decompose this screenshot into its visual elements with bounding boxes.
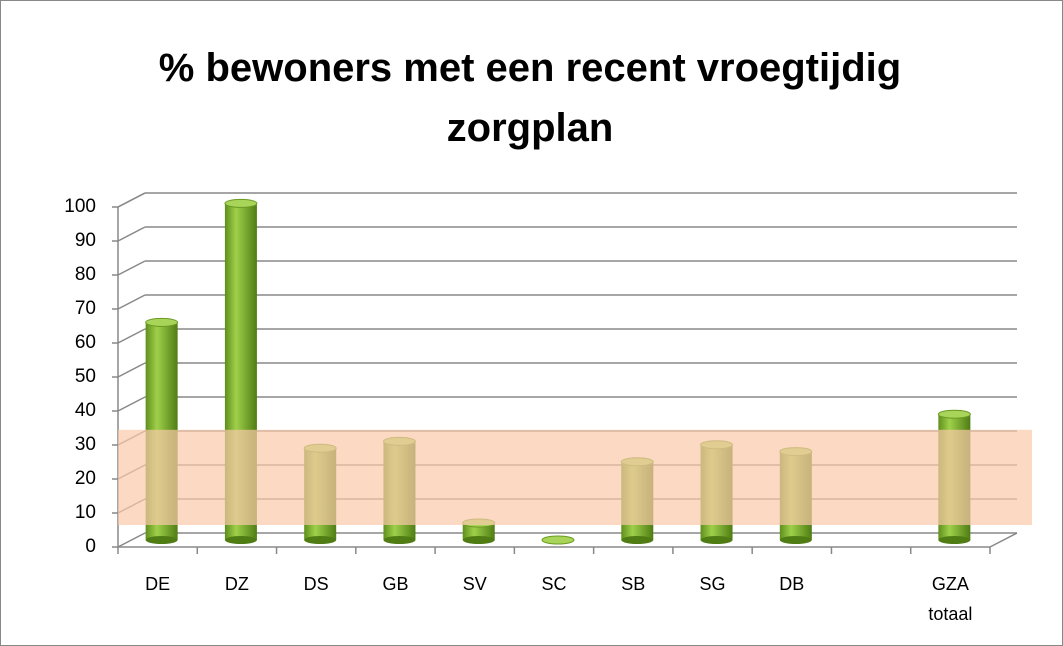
y-tick-label: 70	[75, 298, 96, 319]
y-tick-label: 50	[75, 366, 96, 387]
bar-base	[304, 536, 337, 544]
x-tick-label: GZA totaal	[928, 574, 973, 624]
y-tick-label: 0	[85, 536, 96, 557]
bar-base	[779, 536, 812, 544]
bar-top	[145, 317, 179, 327]
bar-base	[462, 536, 495, 544]
y-tick-label: 30	[75, 434, 96, 455]
highlight-band	[118, 429, 1032, 525]
bar-base	[383, 536, 416, 544]
bar-base	[224, 536, 257, 544]
x-tick-label: SC	[541, 574, 567, 594]
grid-line-depth	[117, 192, 146, 208]
x-tick-label: SB	[621, 574, 646, 594]
x-tick-label: SG	[699, 574, 726, 594]
x-axis-depth	[989, 532, 1018, 548]
y-tick-label: 100	[64, 196, 96, 217]
x-tick-label: DB	[779, 574, 805, 594]
bar	[462, 523, 495, 540]
grid-line-depth	[117, 328, 146, 344]
y-tick-label: 80	[75, 264, 96, 285]
bar-base	[700, 536, 733, 544]
bar-top	[937, 409, 971, 419]
y-tick-label: 10	[75, 502, 96, 523]
grid-line-depth	[117, 226, 146, 242]
y-tick-label: 20	[75, 468, 96, 489]
grid-line-depth	[117, 396, 146, 412]
grid-line-depth	[117, 294, 146, 310]
y-tick-label: 90	[75, 230, 96, 251]
y-tick-label: 40	[75, 400, 96, 421]
bar-base	[938, 536, 971, 544]
x-tick-label: DE	[145, 574, 171, 594]
x-tick-label: DS	[303, 574, 329, 594]
x-tick-label: SV	[462, 574, 487, 594]
chart-title: % bewoners met een recent vroegtijdig zo…	[158, 46, 902, 150]
bar-top	[541, 535, 575, 545]
grid-line-depth	[117, 260, 146, 276]
grid-line-depth	[117, 362, 146, 378]
y-tick-label: 60	[75, 332, 96, 353]
bar-top	[224, 198, 258, 208]
x-tick-label: GB	[382, 574, 409, 594]
bar-base	[145, 536, 178, 544]
grid-line-depth	[117, 532, 146, 548]
x-tick-label: DZ	[224, 574, 249, 594]
bar-base	[621, 536, 654, 544]
